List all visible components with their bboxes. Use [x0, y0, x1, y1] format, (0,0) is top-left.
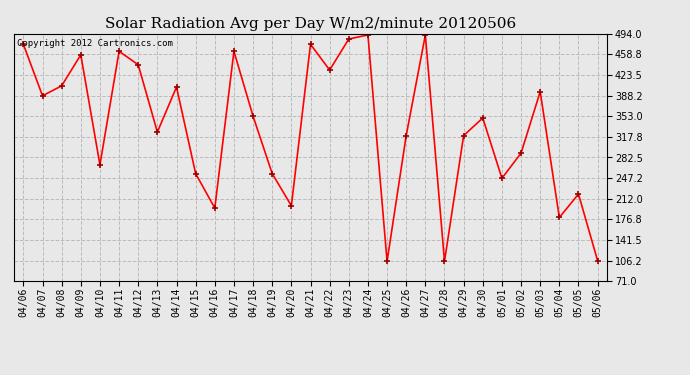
Title: Solar Radiation Avg per Day W/m2/minute 20120506: Solar Radiation Avg per Day W/m2/minute …: [105, 17, 516, 31]
Text: Copyright 2012 Cartronics.com: Copyright 2012 Cartronics.com: [17, 39, 172, 48]
